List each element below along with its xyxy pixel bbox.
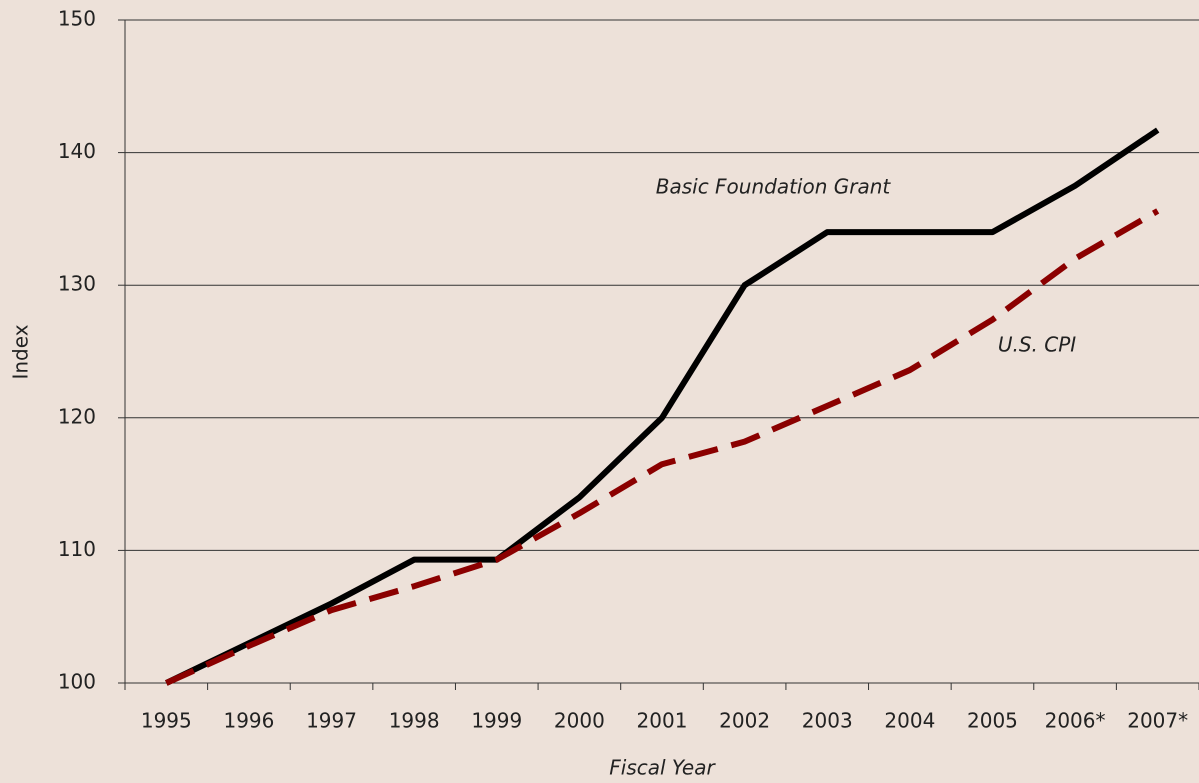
x-tick-label: 1995 (141, 709, 192, 733)
series-line (165, 127, 1160, 686)
y-axis-label: Index (9, 324, 33, 379)
x-tick-label: 2004 (884, 709, 935, 733)
x-tick-label: 2001 (637, 709, 688, 733)
x-tick-label: 1996 (223, 709, 274, 733)
y-tick-label: 140 (58, 139, 96, 163)
x-tick-label: 2003 (802, 709, 853, 733)
series-label: U.S. CPI (998, 333, 1076, 357)
series-label: Basic Foundation Grant (656, 175, 892, 199)
x-tick-label: 2002 (719, 709, 770, 733)
y-tick-label: 110 (58, 537, 96, 561)
x-tick-label: 2006* (1045, 709, 1106, 733)
x-tick-label: 1999 (471, 709, 522, 733)
y-tick-label: 130 (58, 272, 96, 296)
x-axis-label: Fiscal Year (609, 756, 716, 780)
y-tick-label: 120 (58, 404, 96, 428)
x-tick-label: 1997 (306, 709, 357, 733)
x-tick-label: 2005 (967, 709, 1018, 733)
y-tick-label: 100 (58, 670, 96, 694)
x-tick-label: 2007* (1127, 709, 1188, 733)
series-line (165, 208, 1160, 686)
x-tick-label: 2000 (554, 709, 605, 733)
x-tick-label: 1998 (389, 709, 440, 733)
y-tick-label: 150 (58, 7, 96, 31)
